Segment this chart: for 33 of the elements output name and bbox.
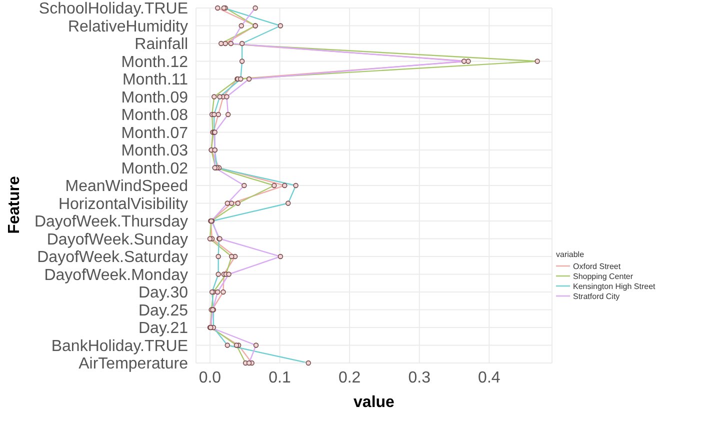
y-tick-label: Month.12 <box>121 54 188 71</box>
y-tick-label: DayofWeek.Sunday <box>46 231 188 248</box>
y-tick-label: RelativeHumidity <box>68 18 188 36</box>
legend-label: Stratford City <box>573 292 620 300</box>
legend-title: variable <box>556 250 586 259</box>
y-tick-label: HorizontalVisibility <box>58 196 188 213</box>
y-tick-label: Month.08 <box>121 107 188 124</box>
y-tick-label: Month.07 <box>121 124 188 142</box>
y-tick-label: Day.30 <box>138 284 188 302</box>
y-tick-label: Month.02 <box>121 160 188 178</box>
y-tick-label: BankHoliday.TRUE <box>51 338 188 355</box>
y-tick-label: AirTemperature <box>78 356 188 373</box>
x-tick-label: 0.3 <box>408 369 431 386</box>
legend-label: Kensington High Street <box>573 282 656 290</box>
y-tick-label: Month.11 <box>122 72 188 89</box>
x-tick-label: 0.1 <box>268 369 291 386</box>
y-tick-label: Rainfall <box>134 36 188 54</box>
y-tick-label: Month.09 <box>121 89 188 106</box>
y-tick-label: MeanWindSpeed <box>65 178 188 196</box>
y-tick-label: DayofWeek.Thursday <box>34 214 188 231</box>
y-axis-title: Feature <box>6 176 24 234</box>
x-axis-title: value <box>354 394 395 411</box>
legend-label: Shopping Center <box>573 272 634 280</box>
y-tick-label: Day.25 <box>138 302 188 320</box>
y-tick-label: Day.21 <box>138 320 188 338</box>
x-tick-label: 0.0 <box>198 369 222 386</box>
y-tick-label: DayofWeek.Monday <box>44 266 188 284</box>
x-tick-label: 0.2 <box>338 369 361 386</box>
y-tick-label: Month.03 <box>121 142 188 160</box>
y-tick-label: SchoolHoliday.TRUE <box>38 0 188 18</box>
x-tick-label: 0.4 <box>478 369 500 386</box>
y-tick-label: DayofWeek.Saturday <box>37 249 188 266</box>
legend-label: Oxford Street <box>573 262 621 270</box>
